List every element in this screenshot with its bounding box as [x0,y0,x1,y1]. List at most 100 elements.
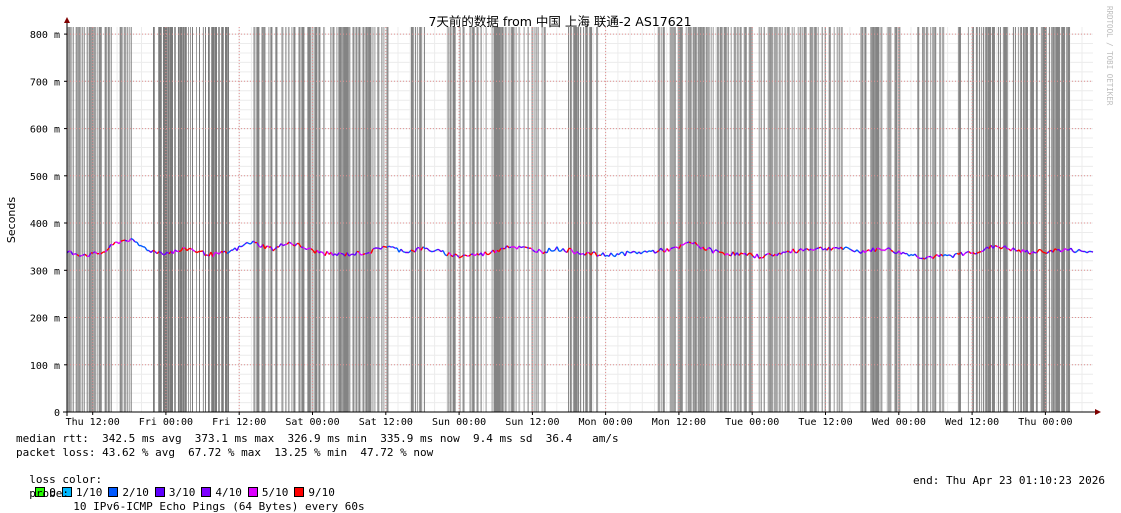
rtt-segment [611,253,613,256]
rtt-segment [817,248,819,249]
rtt-segment [927,257,929,258]
y-tick-label: 500 m [30,172,60,183]
rtt-segment [689,242,691,243]
rtt-segment [137,242,139,245]
x-tick-label: Sat 12:00 [359,417,413,428]
rtt-segment [605,255,607,256]
rtt-segment [455,254,457,255]
rtt-segment [639,252,641,254]
rtt-segment [273,249,275,251]
rtt-segment [629,252,631,253]
rtt-segment [511,247,513,248]
rtt-segment [81,255,83,256]
rtt-segment [1001,247,1003,248]
rtt-segment [549,248,551,251]
rtt-segment [489,252,491,254]
major-grid [67,27,1093,412]
x-tick-label: Wed 00:00 [872,417,926,428]
rtt-segment [765,254,767,255]
rtt-segment [387,246,389,247]
rtt-segment [363,254,365,255]
rtt-segment [285,244,287,245]
rtt-segment [953,254,955,258]
rtt-segment [373,248,375,249]
rtt-segment [619,252,621,254]
rtt-segment [153,250,155,251]
rtt-segment [975,253,977,254]
rtt-segment [393,247,395,248]
y-tick-label: 100 m [30,361,60,372]
rtt-segment [463,255,465,256]
rtt-segment [847,247,849,248]
rtt-segment [685,243,687,244]
y-tick-label: 400 m [30,219,60,230]
rtt-segment [569,248,571,249]
rtt-segment [243,244,245,246]
y-tick-label: 700 m [30,77,60,88]
rtt-segment [125,240,127,241]
rtt-segment [977,252,979,253]
rtt-segment [597,255,599,256]
rtt-segment [1007,249,1009,250]
rtt-segment [843,247,845,249]
rtt-segment [291,243,293,245]
rtt-segment [903,252,905,253]
rtt-segment [955,253,957,254]
rtt-segment [947,255,949,256]
x-tick-label: Thu 00:00 [1018,417,1072,428]
rtt-segment [603,253,605,257]
rtt-segment [305,249,307,250]
y-tick-label: 0 [54,408,60,419]
rtt-segment [469,254,471,256]
rtt-segment [381,246,383,249]
rtt-segment [113,242,115,245]
rtt-segment [759,258,761,259]
watermark: RRDTOOL / TOBI OETIKER [1105,6,1114,106]
x-tick-label: Wed 12:00 [945,417,999,428]
rtt-segment [389,246,391,247]
rtt-segment [205,255,207,256]
loss-bars [68,27,1069,412]
rtt-segment [239,246,241,247]
x-tick-label: Fri 12:00 [212,417,266,428]
rtt-segment [901,252,903,254]
rtt-segment [563,249,565,252]
rtt-segment [149,251,151,253]
rtt-segment [435,250,437,251]
rtt-segment [741,253,743,254]
rtt-segment [433,251,435,252]
rtt-segment [289,242,291,243]
rtt-segment [227,252,229,253]
rtt-segment [673,247,675,248]
rtt-segment [849,249,851,250]
x-tick-label: Fri 00:00 [139,417,193,428]
rtt-segment [579,254,581,255]
legend-median-rtt: median rtt: 342.5 ms avg 373.1 ms max 32… [16,432,619,445]
y-tick-label: 800 m [30,30,60,41]
rtt-segment [851,250,853,251]
rtt-segment [997,246,999,247]
rtt-segment [683,243,685,245]
rtt-segment [465,255,467,256]
rtt-segment [131,239,133,240]
y-axis-label: Seconds [5,197,18,243]
rtt-segment [1043,252,1045,253]
rtt-segment [807,249,809,251]
rtt-segment [783,252,785,253]
x-tick-label: Sat 00:00 [285,417,339,428]
rtt-segment [815,248,817,249]
end-timestamp: end: Thu Apr 23 01:10:23 2026 [913,474,1105,487]
rtt-segment [981,251,983,252]
rtt-segment [339,253,341,254]
rtt-segment [283,245,285,246]
rtt-segment [143,247,145,248]
rtt-segment [963,253,965,255]
rtt-segment [553,250,555,251]
rtt-segment [831,248,833,250]
rtt-segment [229,250,231,252]
rtt-segment [241,246,243,247]
rtt-segment [995,246,997,247]
rtt-segment [1081,251,1083,252]
x-tick-label: Tue 00:00 [725,417,779,428]
